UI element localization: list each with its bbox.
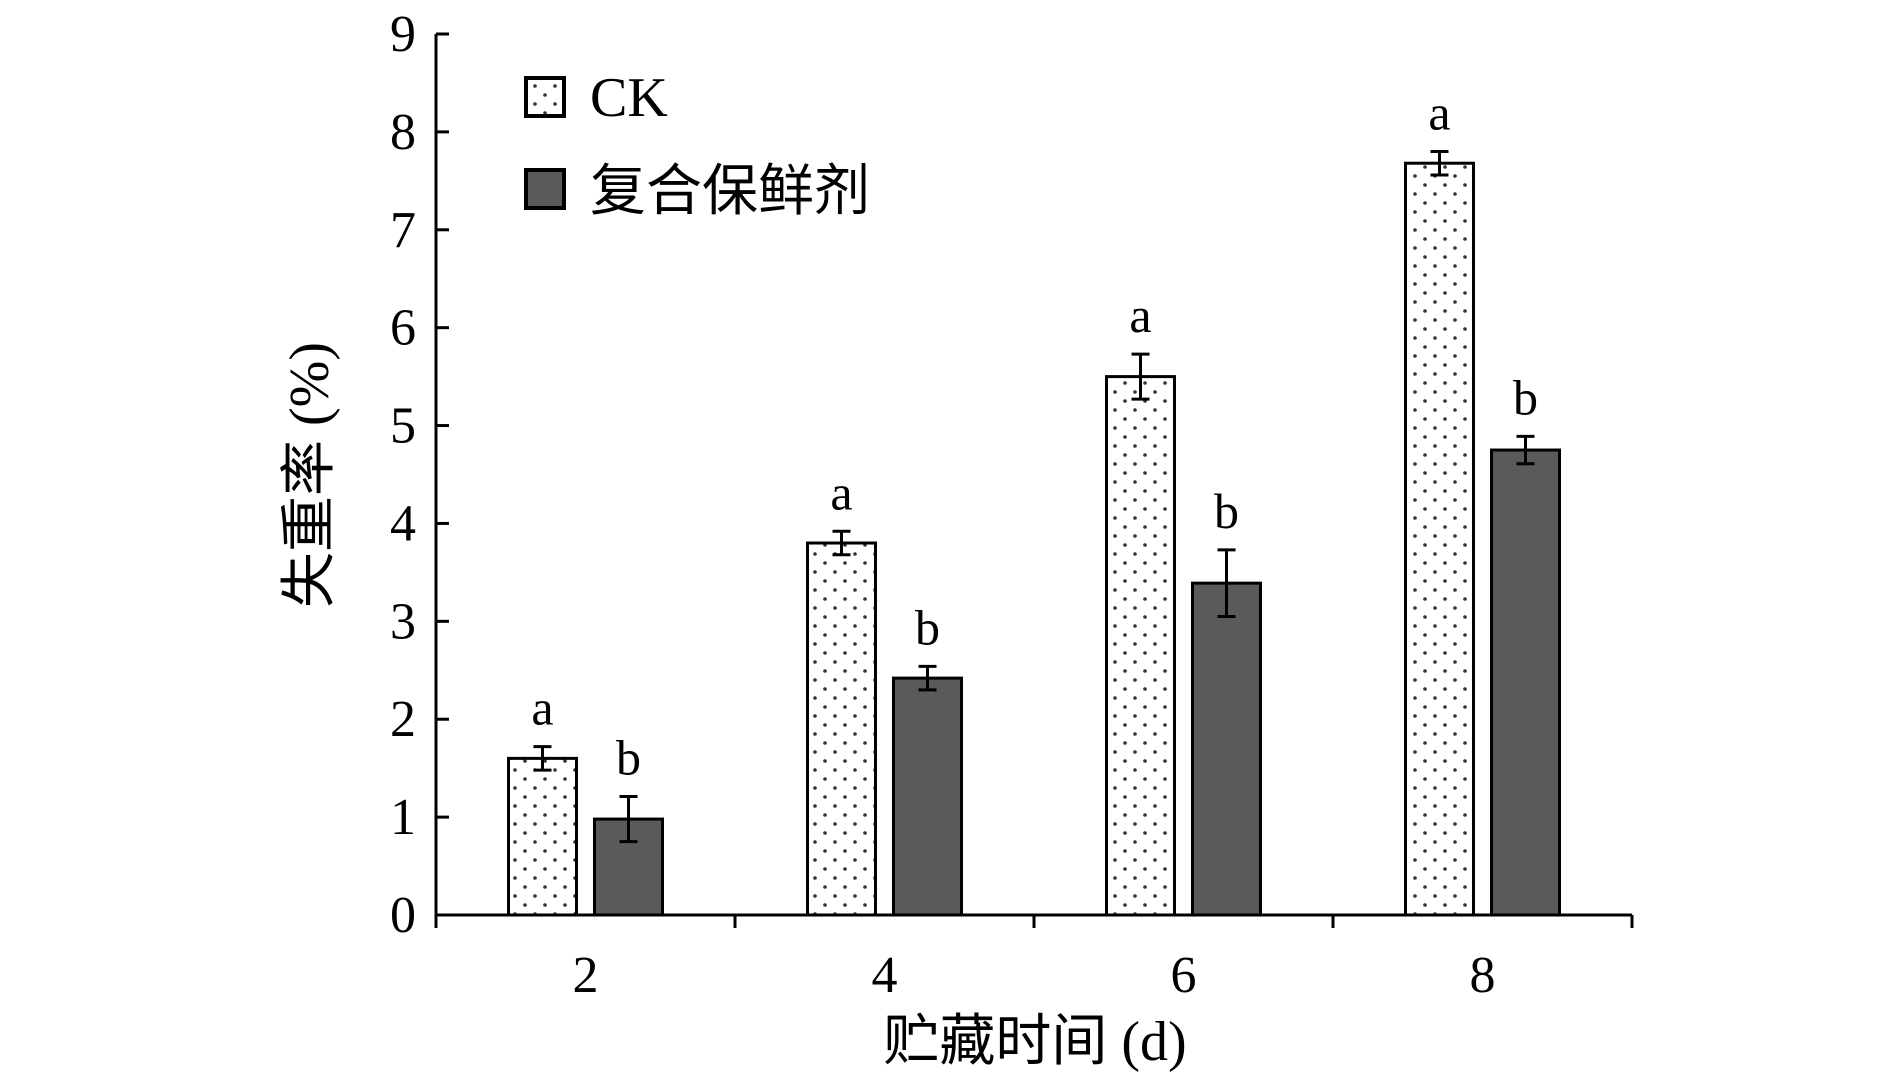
bar [1105,375,1176,917]
significance-label: a [1129,287,1151,343]
legend-swatch-ck [524,76,566,118]
significance-label: a [830,464,852,520]
y-tick-label: 6 [390,300,416,357]
legend-swatch-composite [524,168,566,210]
x-tick-label: 4 [872,947,898,1004]
legend-label-ck: CK [590,67,668,129]
y-tick-label: 9 [390,6,416,63]
legend-label-composite: 复合保鲜剂 [590,161,870,223]
y-tick-label: 1 [390,789,416,846]
y-tick-label: 3 [390,593,416,650]
bar [1490,448,1561,917]
y-tick-label: 0 [390,887,416,944]
significance-label: b [616,730,641,786]
significance-label: a [1428,84,1450,140]
legend: CK 复合保鲜剂 [524,67,870,223]
significance-label: b [915,599,940,655]
y-tick-label: 2 [390,691,416,748]
x-axis-title: 贮藏时间 (d) [883,1011,1186,1073]
y-tick-label: 4 [390,495,416,552]
y-tick-label: 5 [390,398,416,455]
bar [1404,161,1475,917]
bars: a a a a b b b b [507,84,1561,917]
y-tick-label: 8 [390,104,416,161]
y-axis-title: 失重率 (%) [279,342,341,608]
bar [507,756,578,917]
y-tick-label: 7 [390,202,416,259]
bar [1191,581,1262,917]
x-tick-label: 8 [1470,947,1496,1004]
bar [892,676,963,917]
x-tick-label: 2 [573,947,599,1004]
y-axis-ticks: 0 1 2 3 4 5 6 7 8 9 [390,6,449,944]
x-axis-ticks: 2 4 6 8 [434,915,1634,1004]
significance-label: b [1214,483,1239,539]
x-tick-label: 6 [1171,947,1197,1004]
bar [806,541,877,917]
significance-label: b [1513,369,1538,425]
significance-label: a [531,680,553,736]
